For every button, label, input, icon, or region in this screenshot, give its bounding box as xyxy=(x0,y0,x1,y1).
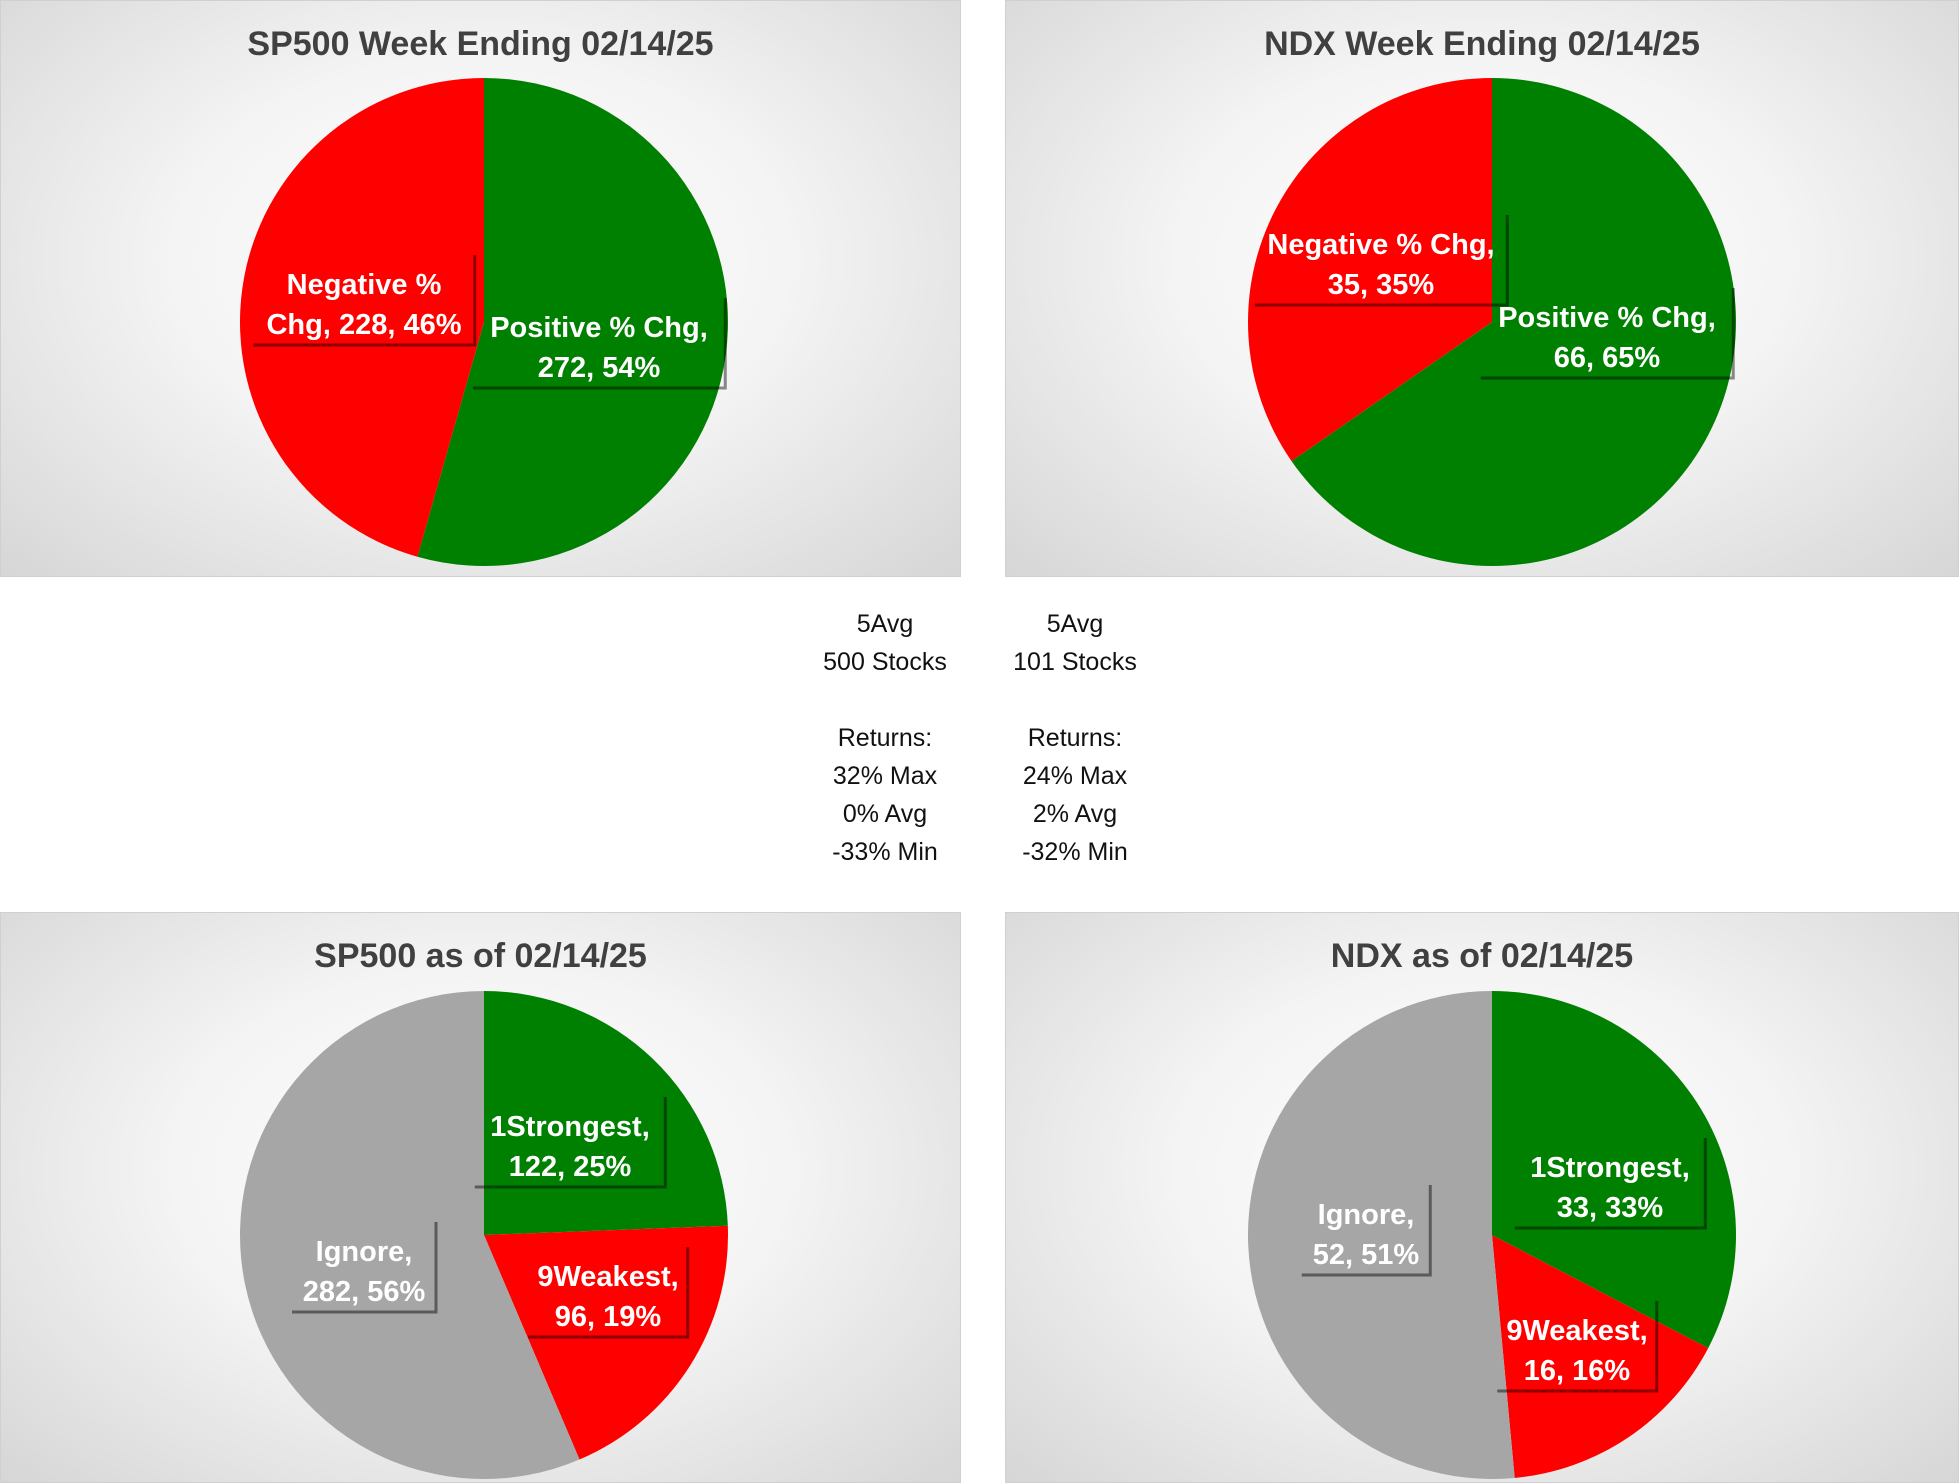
stats-line: 2% Avg xyxy=(1032,800,1118,828)
data-label: Negative % Chg, 228, 46% xyxy=(253,255,477,347)
pie-svg: 1Strongest, 122, 25% 9Weakest, 96, 19% Ignor… xyxy=(239,991,729,1479)
data-label-text: 96, 19% xyxy=(555,1301,662,1333)
stats-line xyxy=(980,681,1170,719)
pie-slice-1strongest xyxy=(1492,991,1736,1349)
pie-slice-negative-chg xyxy=(1248,78,1492,462)
pie-slice-positive-chg xyxy=(417,78,729,566)
data-label: Positive % Chg, 66, 65% xyxy=(1480,288,1735,380)
data-label: Ignore, 282, 56% xyxy=(292,1222,438,1314)
stats-line: 32% Max xyxy=(832,762,938,790)
data-label: 1Strongest, 33, 33% xyxy=(1514,1138,1707,1230)
data-label-text: 1Strongest, xyxy=(1530,1152,1690,1184)
data-label-text: 272, 54% xyxy=(538,352,661,384)
pie-slice-positive-chg xyxy=(1291,78,1736,566)
label-shadow xyxy=(1497,1301,1659,1393)
data-label-text: 9Weakest, xyxy=(1506,1315,1647,1347)
data-label-text: Positive % Chg, xyxy=(1498,302,1716,334)
pie-slice-9weakest xyxy=(1492,1235,1709,1478)
pie-svg: Positive % Chg, 66, 65% Negative % Chg, 35,… xyxy=(1248,78,1736,566)
stats-line xyxy=(790,681,980,719)
label-shadow xyxy=(1514,1138,1707,1230)
data-label-text: Ignore, xyxy=(316,1236,413,1268)
stats-line: Returns: xyxy=(837,724,933,752)
stats-line: Returns: xyxy=(1027,724,1123,752)
stats-line: 0% Avg xyxy=(842,800,928,828)
data-label-text: Negative % Chg, xyxy=(1267,229,1494,261)
data-label-text: 282, 56% xyxy=(303,1276,426,1308)
data-label-text: 16, 16% xyxy=(1524,1355,1631,1387)
data-label: Positive % Chg, 272, 54% xyxy=(472,298,727,390)
stats-line: 101 Stocks xyxy=(1013,648,1137,676)
pie-slice-ignore xyxy=(1247,991,1515,1479)
data-label: 9Weakest, 16, 16% xyxy=(1497,1301,1659,1393)
stats-line: -32% Min xyxy=(1022,838,1128,866)
chart-title: SP500 Week Ending 02/14/25 xyxy=(247,25,714,63)
data-label-text: Ignore, xyxy=(1318,1199,1415,1231)
data-label-text: Negative % xyxy=(287,269,442,301)
stats-line: 5Avg xyxy=(1046,610,1104,638)
pie-slice-ignore xyxy=(239,991,580,1479)
data-label-text: 1Strongest, xyxy=(490,1111,650,1143)
stats-line: 24% Max xyxy=(1022,762,1128,790)
chart-title: NDX as of 02/14/25 xyxy=(1330,937,1634,975)
chart-title: NDX Week Ending 02/14/25 xyxy=(1264,25,1700,63)
label-shadow xyxy=(528,1247,690,1339)
pie-slice-negative-chg xyxy=(240,78,484,557)
stats-line: 500 Stocks xyxy=(823,648,947,676)
label-shadow xyxy=(474,1097,667,1189)
pie-svg: Positive % Chg, 272, 54% Negative % Chg, 22… xyxy=(240,78,729,566)
chart-sp500-asof: SP500 as of 02/14/25 1Strongest, 122, 25%… xyxy=(0,912,961,1483)
data-label: Negative % Chg, 35, 35% xyxy=(1254,215,1509,307)
chart-ndx-week: NDX Week Ending 02/14/25 Positive % Chg,… xyxy=(1005,0,1959,577)
data-label-text: 122, 25% xyxy=(509,1151,632,1183)
data-label-text: 33, 33% xyxy=(1557,1192,1664,1224)
label-shadow xyxy=(472,298,727,390)
data-label-text: Positive % Chg, xyxy=(490,312,708,344)
data-label-text: 66, 65% xyxy=(1554,342,1661,374)
pie-slice-9weakest xyxy=(484,1225,729,1460)
label-shadow xyxy=(1301,1185,1432,1277)
data-label: 1Strongest, 122, 25% xyxy=(474,1097,667,1189)
label-shadow xyxy=(292,1222,438,1314)
data-label: 9Weakest, 96, 19% xyxy=(528,1247,690,1339)
data-label-text: 35, 35% xyxy=(1328,269,1435,301)
label-shadow xyxy=(253,255,477,347)
chart-sp500-week: SP500 Week Ending 02/14/25 Positive % Ch… xyxy=(0,0,961,577)
pie-svg: 1Strongest, 33, 33% 9Weakest, 16, 16% Ignore… xyxy=(1247,991,1736,1479)
ndx-stats: 5Avg 101 Stocks Returns: 24% Max 2% Avg … xyxy=(980,605,1170,871)
data-label-text: Chg, 228, 46% xyxy=(266,309,461,341)
data-label-text: 9Weakest, xyxy=(537,1261,678,1293)
chart-ndx-asof: NDX as of 02/14/25 1Strongest, 33, 33% 9We… xyxy=(1005,912,1959,1483)
pie-slice-1strongest xyxy=(484,991,728,1235)
stats-line: -33% Min xyxy=(832,838,938,866)
data-label: Ignore, 52, 51% xyxy=(1301,1185,1432,1277)
chart-title: SP500 as of 02/14/25 xyxy=(314,937,647,975)
label-shadow xyxy=(1254,215,1509,307)
sp500-stats: 5Avg 500 Stocks Returns: 32% Max 0% Avg … xyxy=(790,605,980,871)
data-label-text: 52, 51% xyxy=(1313,1239,1420,1271)
stats-line: 5Avg xyxy=(856,610,914,638)
label-shadow xyxy=(1480,288,1735,380)
